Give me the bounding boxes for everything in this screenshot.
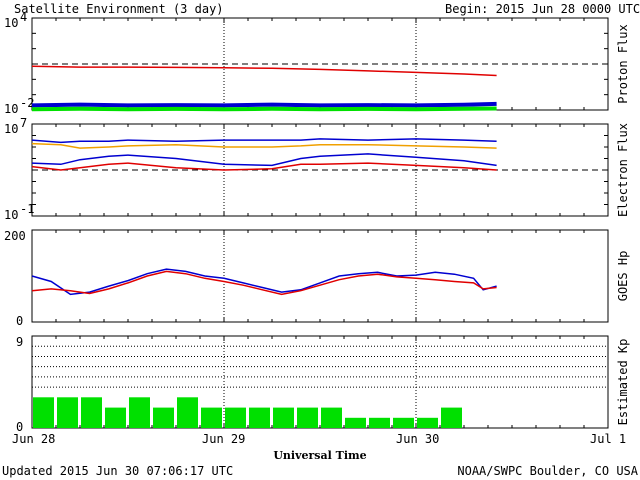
x-axis-label: Universal Time [273, 449, 366, 462]
series-blue-line [31, 138, 497, 144]
series-red-line [31, 65, 497, 77]
series-orange-line [31, 142, 497, 149]
kp-bar [393, 417, 414, 428]
y-tick-exponent: 4 [20, 10, 27, 24]
x-tick-label: Jul 1 [590, 432, 626, 446]
series-red-line [31, 270, 497, 296]
kp-bar [273, 407, 294, 428]
chart-title: Satellite Environment (3 day) [14, 2, 224, 16]
panel-frame [31, 123, 609, 217]
panel-frame [31, 17, 609, 111]
y-axis-label: Proton Flux [616, 24, 630, 103]
kp-bar [249, 407, 270, 428]
kp-bar [81, 397, 102, 428]
kp-bar [369, 417, 390, 428]
kp-bar [177, 397, 198, 428]
updated-timestamp: Updated 2015 Jun 30 07:06:17 UTC [2, 464, 233, 478]
kp-bar [417, 417, 438, 428]
kp-bar [297, 407, 318, 428]
series-red-line [31, 162, 497, 171]
y-tick-exponent: 7 [20, 116, 27, 130]
kp-bar [57, 397, 78, 428]
series-blue-line [31, 101, 497, 108]
y-tick-label: 9 [16, 335, 23, 349]
y-tick-exponent: -1 [20, 202, 34, 216]
y-tick-label: 200 [4, 229, 26, 243]
series-blue-line [31, 268, 497, 296]
x-tick-label: Jun 30 [396, 432, 439, 446]
series-blue-line [31, 153, 497, 167]
y-axis-label: Electron Flux [616, 123, 630, 217]
series-green-line [31, 106, 497, 112]
y-tick-label: 0 [16, 420, 23, 434]
kp-bar [129, 397, 150, 428]
kp-bar [225, 407, 246, 428]
credit-label: NOAA/SWPC Boulder, CO USA [457, 464, 638, 478]
y-tick-exponent: -2 [20, 96, 34, 110]
y-axis-label: GOES Hp [616, 251, 630, 302]
x-tick-label: Jun 28 [12, 432, 55, 446]
kp-bar [321, 407, 342, 428]
kp-bar [153, 407, 174, 428]
y-axis-label: Estimated Kp [616, 339, 630, 426]
y-tick-label: 0 [16, 314, 23, 328]
x-tick-label: Jun 29 [202, 432, 245, 446]
y-tick-label: 10 [4, 102, 18, 116]
kp-bar [105, 407, 126, 428]
y-tick-label: 10 [4, 122, 18, 136]
kp-bar [201, 407, 222, 428]
kp-bar [441, 407, 462, 428]
panel-frame [31, 229, 609, 323]
y-tick-label: 10 [4, 16, 18, 30]
begin-time: Begin: 2015 Jun 28 0000 UTC [445, 2, 640, 16]
kp-bar [345, 417, 366, 428]
kp-bar [33, 397, 54, 428]
y-tick-label: 10 [4, 208, 18, 222]
